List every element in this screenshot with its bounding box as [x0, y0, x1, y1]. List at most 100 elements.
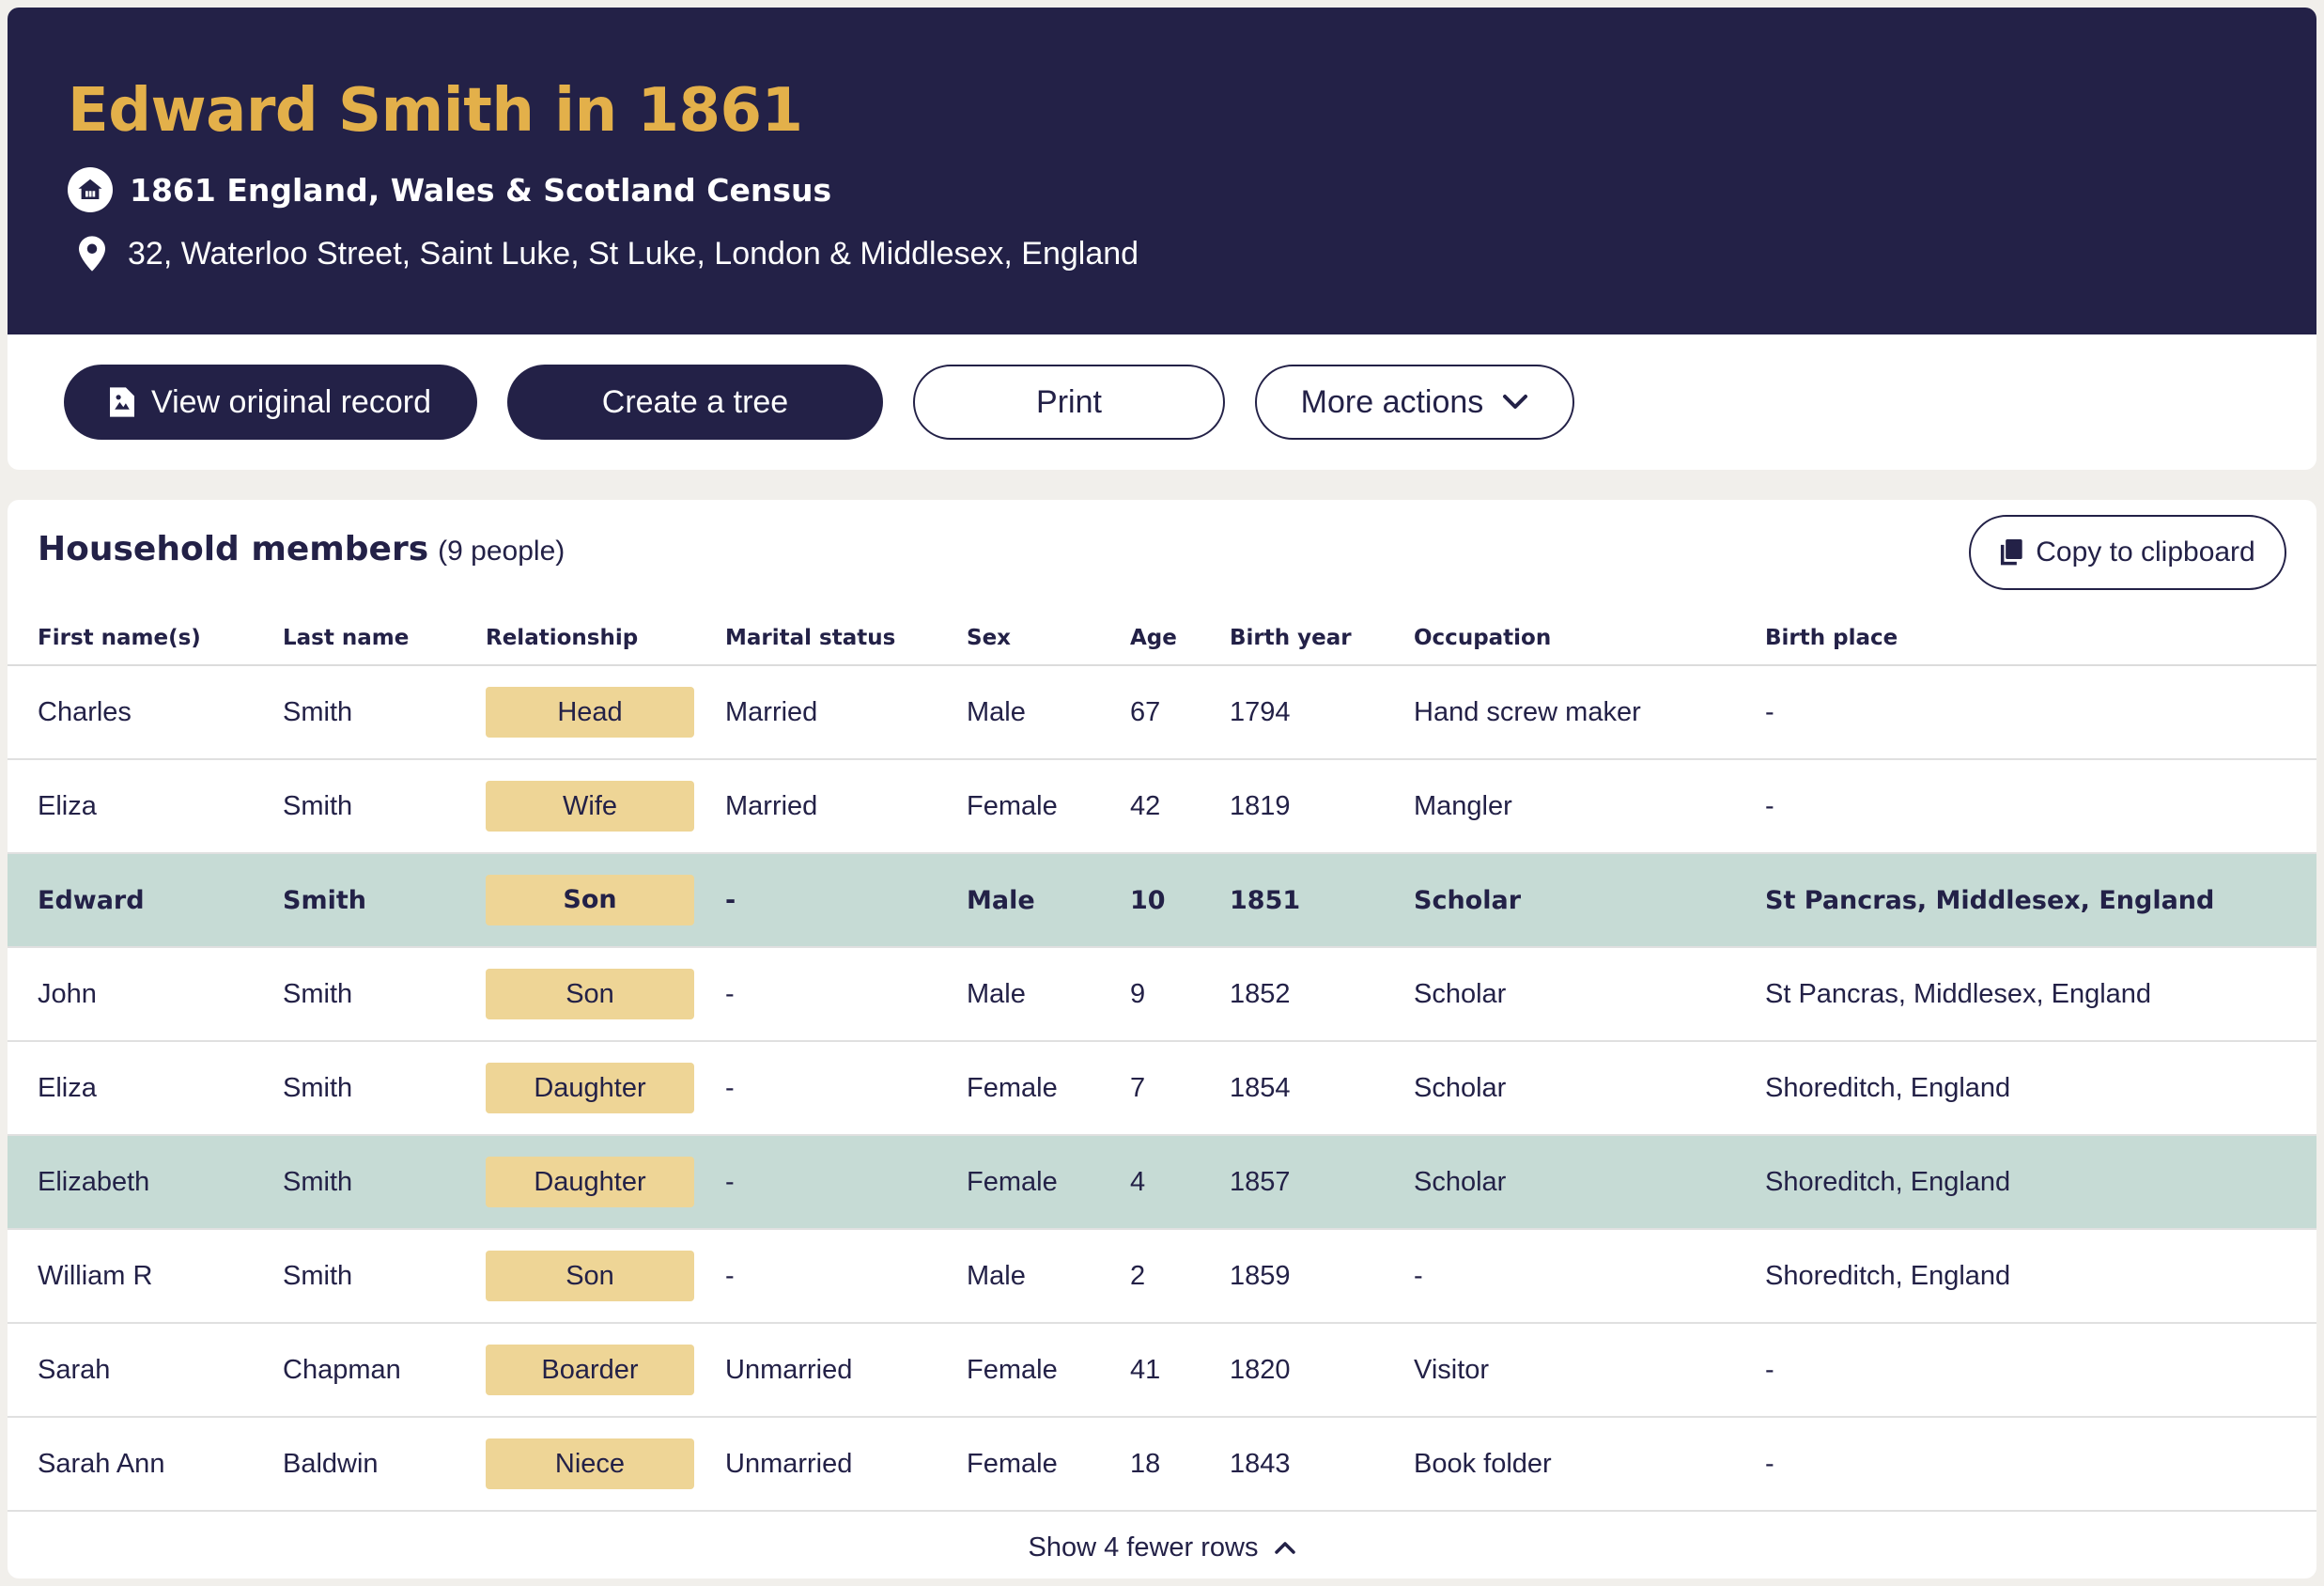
table-cell: - [725, 1041, 967, 1136]
copy-to-clipboard-label: Copy to clipboard [2036, 536, 2255, 568]
column-header: Relationship [486, 611, 725, 666]
table-cell: 1857 [1230, 1135, 1414, 1230]
more-actions-button[interactable]: More actions [1255, 365, 1574, 440]
table-cell: - [1765, 1323, 2316, 1418]
print-button[interactable]: Print [913, 365, 1225, 440]
record-header: Edward Smith in 1861 1861 England, Wales… [8, 8, 2316, 334]
table-cell: 1794 [1230, 665, 1414, 760]
relationship-cell: Wife [486, 759, 725, 854]
table-cell: Male [967, 1229, 1130, 1324]
relationship-cell: Daughter [486, 1135, 725, 1230]
chevron-down-icon [1502, 394, 1528, 411]
table-cell: Male [967, 665, 1130, 760]
chevron-up-icon [1274, 1540, 1296, 1555]
table-cell: Female [967, 1323, 1130, 1418]
household-members-title: Household members [38, 530, 429, 568]
record-address: 32, Waterloo Street, Saint Luke, St Luke… [128, 235, 1139, 272]
table-cell: - [725, 853, 967, 948]
table-cell: Male [967, 853, 1130, 948]
table-row[interactable]: Sarah Ann Baldwin Niece Unmarried Female 18 18… [8, 1417, 2316, 1512]
table-cell: - [1765, 759, 2316, 854]
table-row[interactable]: John Smith Son - Male 9 1852 Scholar St Pancras,… [8, 947, 2316, 1042]
table-cell: Smith [283, 853, 486, 948]
relationship-badge: Daughter [486, 1157, 694, 1207]
column-header: First name(s) [8, 611, 283, 666]
map-pin-icon [73, 233, 111, 274]
table-row[interactable]: Charles Smith Head Married Male 67 1794 Hand sc… [8, 665, 2316, 760]
table-cell: Charles [8, 665, 283, 760]
view-original-record-button[interactable]: View original record [64, 365, 477, 440]
table-cell: Chapman [283, 1323, 486, 1418]
show-fewer-rows-label: Show 4 fewer rows [1028, 1532, 1259, 1563]
table-cell: Shoreditch, England [1765, 1041, 2316, 1136]
table-cell: 18 [1130, 1417, 1230, 1512]
copy-icon [2000, 539, 2022, 566]
table-cell: Sarah [8, 1323, 283, 1418]
household-count: (9 people) [438, 536, 566, 567]
table-cell: 2 [1130, 1229, 1230, 1324]
relationship-cell: Son [486, 947, 725, 1042]
table-cell: Smith [283, 1229, 486, 1324]
relationship-badge: Niece [486, 1438, 694, 1489]
relationship-cell: Son [486, 1229, 725, 1324]
table-cell: John [8, 947, 283, 1042]
table-cell: Eliza [8, 1041, 283, 1136]
table-cell: Male [967, 947, 1130, 1042]
table-row[interactable]: Sarah Chapman Boarder Unmarried Female 41 1820… [8, 1323, 2316, 1418]
show-fewer-rows-button[interactable]: Show 4 fewer rows [8, 1516, 2316, 1578]
table-cell: Sarah Ann [8, 1417, 283, 1512]
table-cell: William R [8, 1229, 283, 1324]
table-cell: Scholar [1414, 947, 1765, 1042]
document-image-icon [110, 387, 135, 417]
table-cell: Scholar [1414, 853, 1765, 948]
table-cell: 9 [1130, 947, 1230, 1042]
relationship-cell: Head [486, 665, 725, 760]
table-cell: 1819 [1230, 759, 1414, 854]
table-row[interactable]: Eliza Smith Wife Married Female 42 1819 Mangler… [8, 759, 2316, 854]
column-header: Sex [967, 611, 1130, 666]
collection-name[interactable]: 1861 England, Wales & Scotland Census [130, 171, 832, 209]
table-cell: 1852 [1230, 947, 1414, 1042]
table-cell: Visitor [1414, 1323, 1765, 1418]
table-cell: - [725, 1229, 967, 1324]
table-cell: Unmarried [725, 1323, 967, 1418]
table-cell: Baldwin [283, 1417, 486, 1512]
column-header: Age [1130, 611, 1230, 666]
relationship-badge: Daughter [486, 1063, 694, 1113]
table-cell: - [725, 1135, 967, 1230]
table-cell: Unmarried [725, 1417, 967, 1512]
table-cell: 67 [1130, 665, 1230, 760]
relationship-badge: Son [486, 875, 694, 925]
table-cell: Elizabeth [8, 1135, 283, 1230]
relationship-badge: Head [486, 687, 694, 738]
table-cell: 10 [1130, 853, 1230, 948]
table-cell: Female [967, 759, 1130, 854]
table-cell: Edward [8, 853, 283, 948]
table-row[interactable]: Elizabeth Smith Daughter - Female 4 1857 Schola… [8, 1135, 2316, 1230]
table-cell: - [1414, 1229, 1765, 1324]
table-cell: 1854 [1230, 1041, 1414, 1136]
table-cell: Smith [283, 1135, 486, 1230]
table-cell: 1859 [1230, 1229, 1414, 1324]
table-cell: Hand screw maker [1414, 665, 1765, 760]
column-header: Occupation [1414, 611, 1765, 666]
table-cell: Mangler [1414, 759, 1765, 854]
create-tree-label: Create a tree [601, 383, 789, 420]
table-cell: Female [967, 1417, 1130, 1512]
relationship-badge: Son [486, 969, 694, 1019]
column-header: Last name [283, 611, 486, 666]
relationship-cell: Son [486, 853, 725, 948]
copy-to-clipboard-button[interactable]: Copy to clipboard [1969, 515, 2286, 590]
relationship-badge: Son [486, 1251, 694, 1301]
relationship-badge: Boarder [486, 1345, 694, 1395]
table-row[interactable]: Eliza Smith Daughter - Female 7 1854 Scholar Sho… [8, 1041, 2316, 1136]
table-cell: Female [967, 1135, 1130, 1230]
table-row[interactable]: Edward Smith Son - Male 10 1851 Scholar St Pancr… [8, 853, 2316, 948]
table-row[interactable]: William R Smith Son - Male 2 1859- Shoreditch, … [8, 1229, 2316, 1324]
print-label: Print [1036, 383, 1102, 420]
create-tree-button[interactable]: Create a tree [507, 365, 883, 440]
table-cell: Smith [283, 1041, 486, 1136]
table-cell: 42 [1130, 759, 1230, 854]
table-cell: Shoreditch, England [1765, 1135, 2316, 1230]
table-cell: Shoreditch, England [1765, 1229, 2316, 1324]
